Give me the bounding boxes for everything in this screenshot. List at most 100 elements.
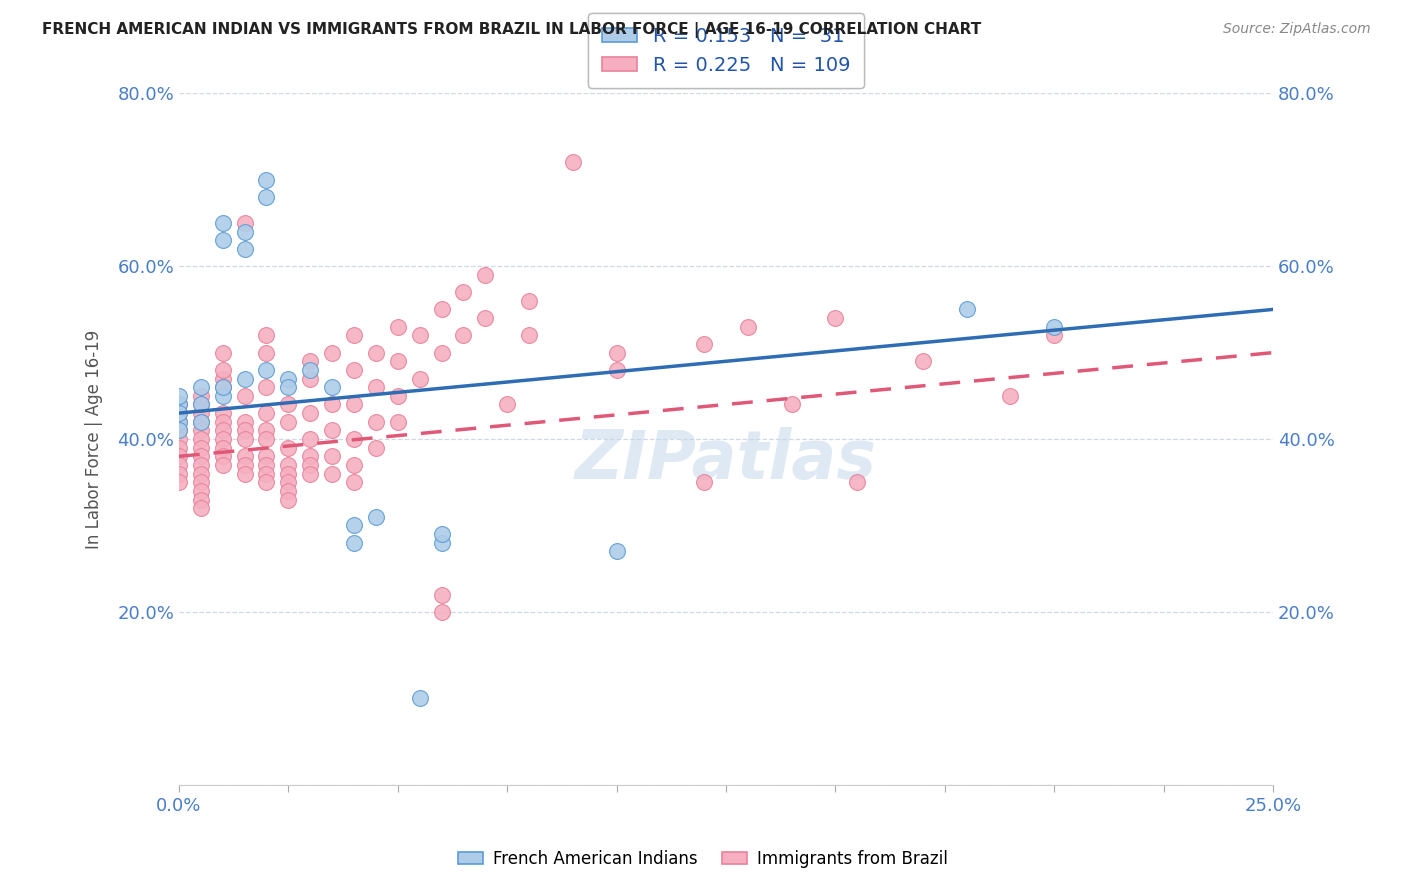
- Point: [211, 415, 233, 429]
- Point: [190, 492, 212, 507]
- Point: [321, 397, 343, 411]
- Point: [517, 293, 540, 308]
- Point: [343, 363, 366, 377]
- Point: [190, 458, 212, 472]
- Point: [211, 432, 233, 446]
- Point: [277, 475, 299, 490]
- Point: [211, 363, 233, 377]
- Point: [233, 242, 256, 256]
- Point: [277, 441, 299, 455]
- Point: [167, 475, 190, 490]
- Point: [387, 415, 409, 429]
- Point: [299, 371, 322, 385]
- Point: [211, 380, 233, 394]
- Point: [780, 397, 803, 411]
- Point: [211, 389, 233, 403]
- Point: [211, 380, 233, 394]
- Point: [167, 441, 190, 455]
- Point: [430, 527, 453, 541]
- Point: [190, 441, 212, 455]
- Point: [233, 371, 256, 385]
- Point: [190, 450, 212, 464]
- Point: [167, 415, 190, 429]
- Point: [167, 467, 190, 481]
- Legend: R = 0.153   N =  31, R = 0.225   N = 109: R = 0.153 N = 31, R = 0.225 N = 109: [588, 13, 863, 88]
- Point: [190, 424, 212, 438]
- Y-axis label: In Labor Force | Age 16-19: In Labor Force | Age 16-19: [86, 329, 103, 549]
- Point: [190, 397, 212, 411]
- Text: ZIPatlas: ZIPatlas: [575, 426, 877, 492]
- Point: [233, 458, 256, 472]
- Point: [190, 380, 212, 394]
- Point: [408, 691, 430, 706]
- Point: [387, 354, 409, 368]
- Point: [190, 406, 212, 420]
- Point: [256, 475, 278, 490]
- Point: [277, 415, 299, 429]
- Point: [256, 190, 278, 204]
- Point: [474, 311, 496, 326]
- Point: [321, 467, 343, 481]
- Point: [846, 475, 869, 490]
- Point: [256, 173, 278, 187]
- Point: [167, 432, 190, 446]
- Point: [408, 371, 430, 385]
- Point: [321, 450, 343, 464]
- Point: [256, 467, 278, 481]
- Point: [299, 432, 322, 446]
- Point: [693, 337, 716, 351]
- Point: [277, 371, 299, 385]
- Point: [190, 389, 212, 403]
- Text: Source: ZipAtlas.com: Source: ZipAtlas.com: [1223, 22, 1371, 37]
- Point: [190, 415, 212, 429]
- Point: [233, 415, 256, 429]
- Point: [256, 450, 278, 464]
- Point: [321, 424, 343, 438]
- Point: [299, 450, 322, 464]
- Point: [211, 441, 233, 455]
- Point: [256, 458, 278, 472]
- Point: [430, 605, 453, 619]
- Point: [167, 397, 190, 411]
- Point: [233, 467, 256, 481]
- Point: [824, 311, 846, 326]
- Point: [190, 483, 212, 498]
- Point: [321, 380, 343, 394]
- Point: [299, 458, 322, 472]
- Point: [1000, 389, 1022, 403]
- Point: [387, 389, 409, 403]
- Point: [256, 328, 278, 343]
- Point: [211, 216, 233, 230]
- Point: [343, 397, 366, 411]
- Point: [606, 363, 628, 377]
- Point: [453, 285, 475, 300]
- Point: [190, 501, 212, 516]
- Point: [561, 155, 583, 169]
- Point: [343, 475, 366, 490]
- Point: [233, 216, 256, 230]
- Point: [211, 406, 233, 420]
- Point: [387, 319, 409, 334]
- Point: [211, 371, 233, 385]
- Point: [299, 354, 322, 368]
- Point: [517, 328, 540, 343]
- Text: FRENCH AMERICAN INDIAN VS IMMIGRANTS FROM BRAZIL IN LABOR FORCE | AGE 16-19 CORR: FRENCH AMERICAN INDIAN VS IMMIGRANTS FRO…: [42, 22, 981, 38]
- Point: [911, 354, 934, 368]
- Point: [277, 397, 299, 411]
- Point: [233, 450, 256, 464]
- Point: [167, 450, 190, 464]
- Point: [256, 380, 278, 394]
- Point: [430, 535, 453, 549]
- Point: [343, 328, 366, 343]
- Point: [364, 415, 387, 429]
- Point: [211, 345, 233, 359]
- Point: [321, 345, 343, 359]
- Point: [277, 467, 299, 481]
- Point: [256, 406, 278, 420]
- Point: [408, 328, 430, 343]
- Point: [430, 345, 453, 359]
- Point: [277, 483, 299, 498]
- Point: [364, 380, 387, 394]
- Point: [167, 424, 190, 438]
- Point: [430, 588, 453, 602]
